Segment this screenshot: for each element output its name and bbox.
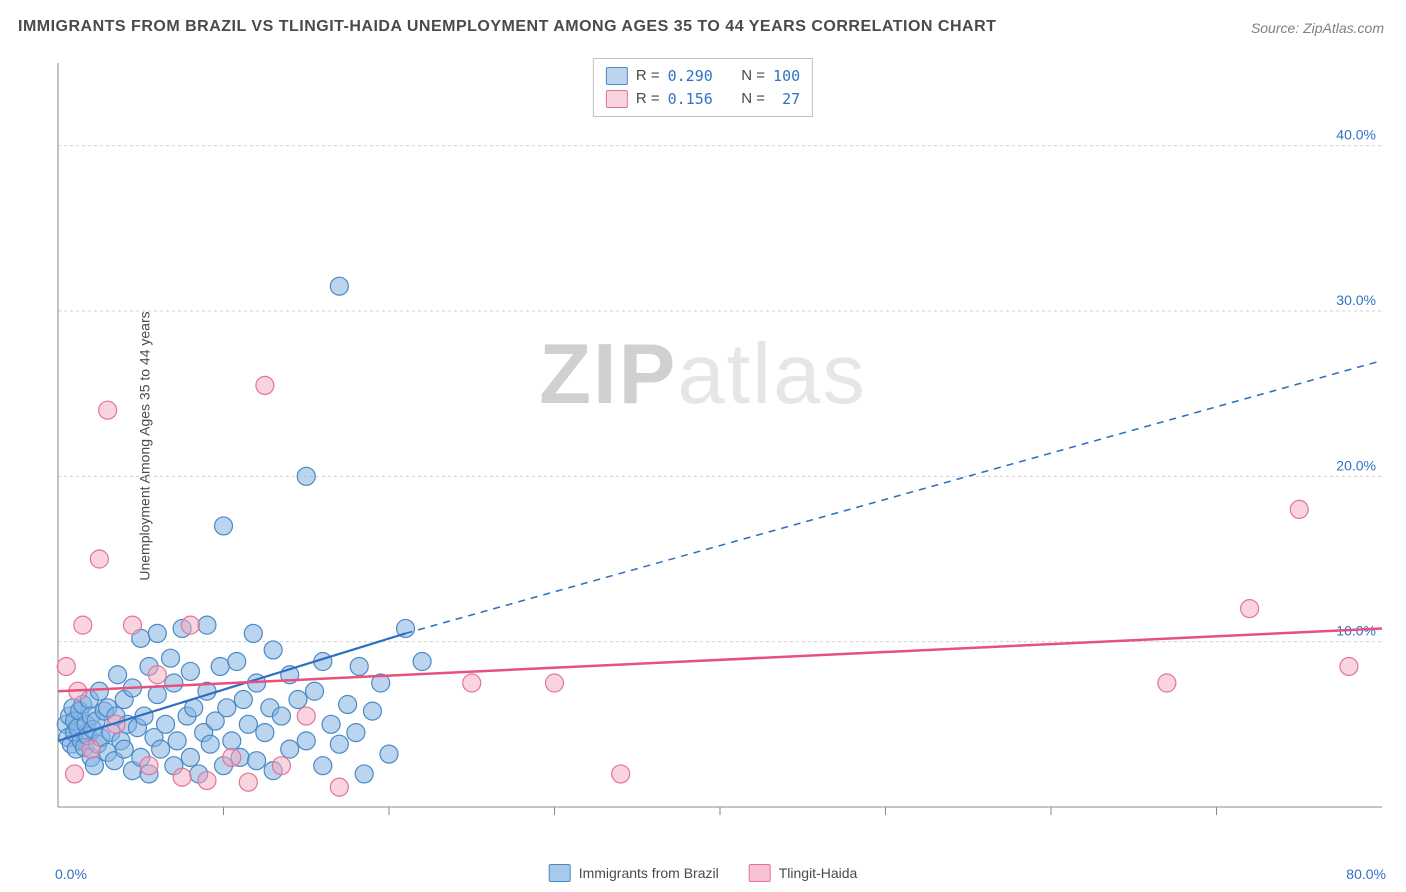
- svg-text:30.0%: 30.0%: [1336, 292, 1376, 308]
- chart-title: IMMIGRANTS FROM BRAZIL VS TLINGIT-HAIDA …: [18, 18, 996, 36]
- correlation-legend: R = 0.290 N = 100R = 0.156 N = 27: [593, 58, 813, 117]
- scatter-chart: 10.0%20.0%30.0%40.0%: [50, 50, 1390, 850]
- legend-item: Tlingit-Haida: [749, 864, 858, 882]
- series-legend: Immigrants from Brazil Tlingit-Haida: [549, 864, 858, 882]
- x-max-label: 80.0%: [1346, 866, 1386, 882]
- legend-item: Immigrants from Brazil: [549, 864, 719, 882]
- legend-row: R = 0.290 N = 100: [606, 65, 800, 88]
- legend-swatch: [549, 864, 571, 882]
- legend-label: Tlingit-Haida: [779, 865, 858, 881]
- legend-swatch: [606, 67, 628, 85]
- legend-swatch: [749, 864, 771, 882]
- source-label: Source: ZipAtlas.com: [1251, 20, 1384, 36]
- x-origin-label: 0.0%: [55, 866, 87, 882]
- legend-swatch: [606, 90, 628, 108]
- legend-label: Immigrants from Brazil: [579, 865, 719, 881]
- svg-text:20.0%: 20.0%: [1336, 457, 1376, 473]
- svg-text:40.0%: 40.0%: [1336, 127, 1376, 143]
- legend-row: R = 0.156 N = 27: [606, 88, 800, 111]
